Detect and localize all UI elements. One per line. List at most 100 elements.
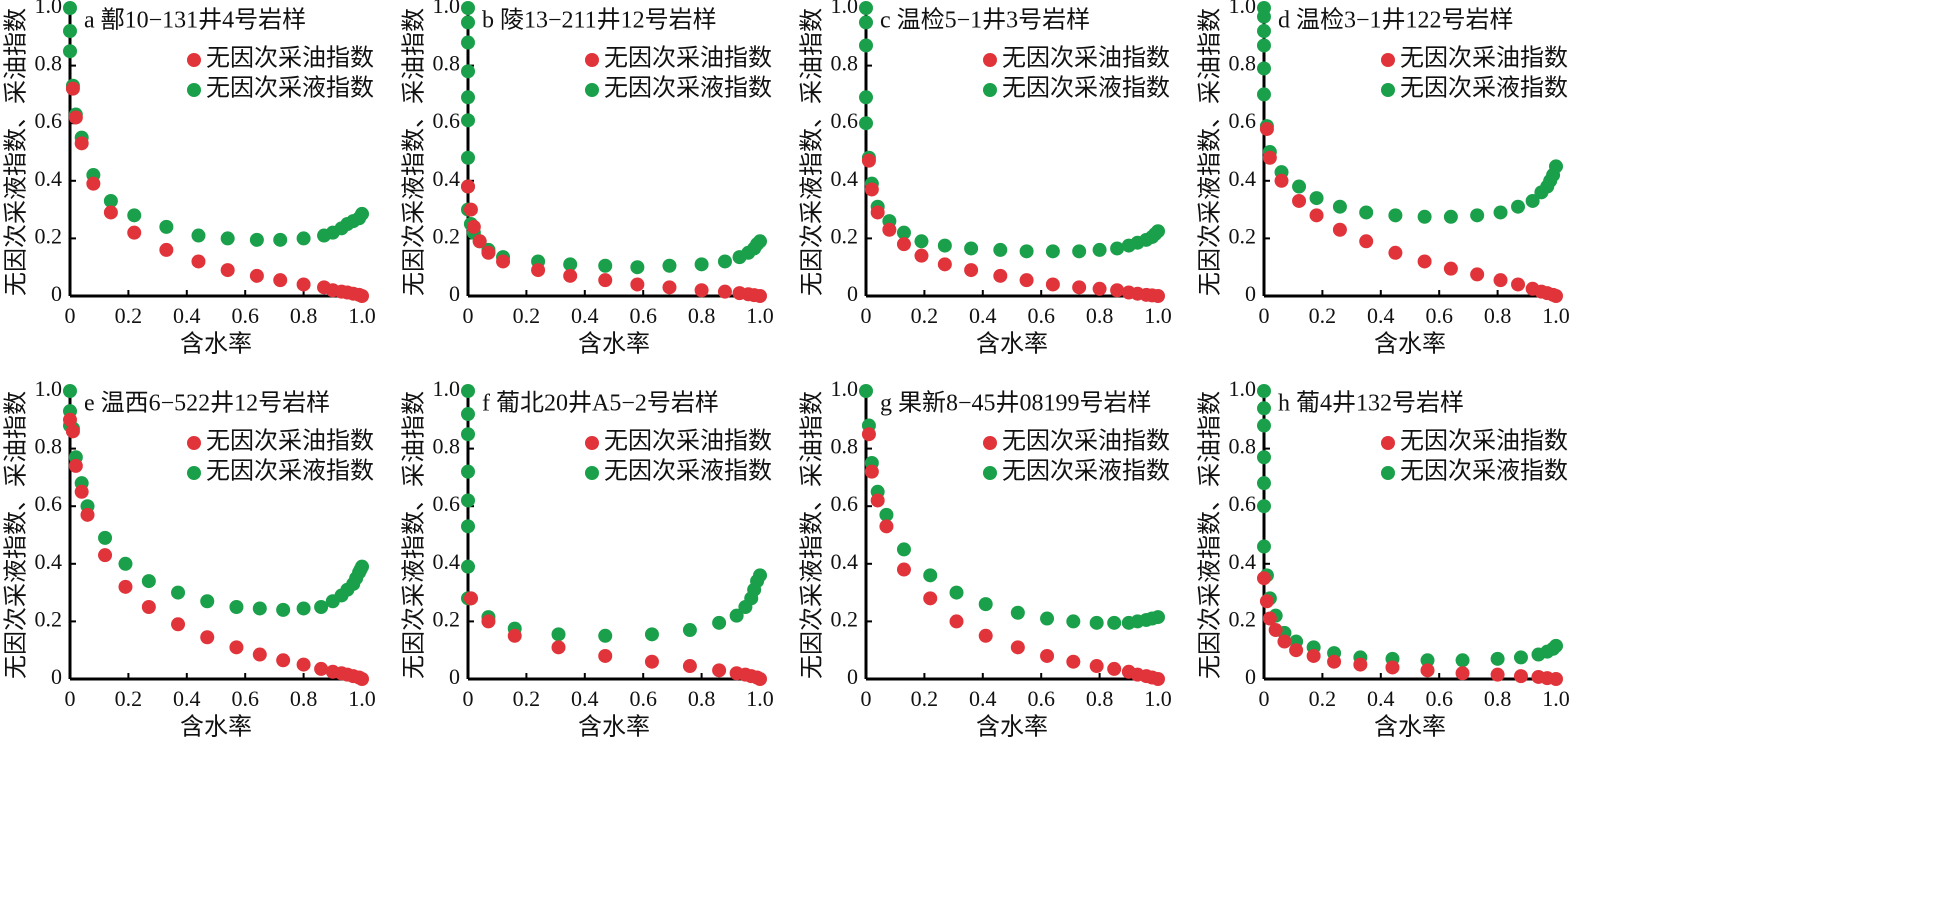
data-point [118, 556, 133, 571]
y-tick-label: 0.2 [1229, 606, 1257, 631]
x-tick-label: 0.6 [231, 303, 259, 328]
data-point [296, 231, 311, 246]
y-tick-label: 0.8 [433, 51, 461, 76]
data-point [461, 1, 475, 15]
data-point [896, 562, 911, 577]
legend-label: 无因次采液指数 [1002, 75, 1170, 102]
y-tick-label: 0.6 [35, 491, 63, 516]
data-point [1493, 273, 1508, 288]
data-point [461, 493, 475, 508]
data-point [682, 659, 697, 674]
data-point [171, 585, 186, 600]
y-tick-label: 0 [847, 281, 858, 306]
legend-label: 无因次采液指数 [206, 75, 374, 102]
data-point [1257, 450, 1271, 465]
data-point [461, 407, 475, 422]
data-point [141, 574, 156, 589]
y-tick-label: 0.2 [35, 223, 63, 248]
data-point [949, 614, 964, 629]
data-point [127, 208, 142, 223]
data-point [1306, 648, 1321, 663]
data-point [993, 268, 1008, 283]
y-axis-label: 无因次采液指数、采油指数 [799, 8, 826, 296]
x-axis-label: 含水率 [180, 331, 252, 358]
data-point [598, 648, 613, 663]
subplot-title: c 温检5−1井3号岩样 [880, 7, 1090, 34]
data-point [978, 597, 993, 612]
subplot: 0 0.2 0.4 0.6 0.8 1.0 0 0.2 0.4 0.6 0.8 1.0 含水率 无因次采液… [799, 376, 1172, 740]
x-tick-label: 1.0 [348, 686, 376, 711]
data-point [1259, 121, 1274, 136]
data-point [896, 542, 911, 557]
y-tick-label: 0 [1245, 664, 1256, 689]
data-point [461, 427, 475, 442]
data-point [1257, 401, 1271, 416]
data-point [1359, 234, 1374, 249]
data-point [63, 24, 77, 39]
y-tick-label: 0.6 [433, 108, 461, 133]
data-point [466, 219, 481, 234]
x-tick-label: 0.2 [1309, 303, 1337, 328]
y-tick-label: 0.8 [1229, 51, 1257, 76]
y-tick-label: 0.6 [433, 491, 461, 516]
y-tick-label: 1.0 [433, 0, 461, 18]
data-point [1417, 209, 1432, 224]
y-tick-label: 1.0 [35, 376, 63, 401]
legend-marker [1381, 466, 1395, 480]
data-point [1309, 191, 1324, 206]
subplot: 0 0.2 0.4 0.6 0.8 1.0 0 0.2 0.4 0.6 0.8 1.0 含水率 无因次采液… [401, 0, 774, 358]
y-tick-label: 1.0 [1229, 376, 1257, 401]
data-point [481, 245, 496, 260]
data-point [507, 628, 522, 643]
subplot-title: b 陵13−211井12号岩样 [482, 7, 717, 34]
data-point [1151, 672, 1165, 686]
data-point [141, 600, 156, 614]
data-point [978, 628, 993, 643]
y-tick-label: 1.0 [1229, 0, 1257, 18]
data-point [630, 260, 645, 275]
x-tick-label: 0.2 [911, 303, 939, 328]
y-tick-label: 0.8 [35, 51, 63, 76]
legend-label: 无因次采液指数 [604, 458, 772, 485]
y-tick-label: 0.8 [1229, 434, 1257, 459]
x-axis-label: 含水率 [578, 331, 650, 358]
y-tick-label: 0.4 [831, 549, 859, 574]
y-axis-label: 无因次采液指数、采油指数 [1197, 8, 1224, 296]
legend-marker [1381, 53, 1395, 67]
data-point [1417, 254, 1432, 269]
data-point [1257, 61, 1271, 76]
legend-marker [585, 83, 599, 97]
legend-label: 无因次采液指数 [1400, 75, 1568, 102]
data-point [276, 653, 291, 668]
data-point [200, 630, 215, 645]
data-point [1019, 244, 1034, 259]
x-tick-label: 1.0 [1144, 686, 1172, 711]
x-axis-label: 含水率 [578, 714, 650, 741]
data-point [937, 257, 952, 272]
data-point [252, 601, 267, 616]
data-point [1066, 614, 1081, 629]
data-point [463, 202, 478, 217]
data-point [1493, 205, 1508, 220]
data-point [461, 519, 475, 534]
data-point [879, 507, 894, 522]
y-tick-label: 0 [449, 281, 460, 306]
data-point [1443, 261, 1458, 276]
data-point [355, 206, 369, 221]
data-point [531, 263, 546, 278]
data-point [461, 179, 475, 194]
x-tick-label: 1.0 [1144, 303, 1172, 328]
x-tick-label: 0 [861, 303, 872, 328]
x-tick-label: 0.6 [1027, 686, 1055, 711]
data-point [68, 110, 83, 125]
data-point [870, 493, 885, 508]
y-tick-label: 0 [1245, 281, 1256, 306]
x-tick-label: 0.2 [911, 686, 939, 711]
data-point [296, 601, 311, 616]
y-tick-label: 0.6 [831, 491, 859, 516]
subplot: 0 0.2 0.4 0.6 0.8 1.0 0 0.2 0.4 0.6 0.8 1.0 含水率 无因次采液… [3, 376, 376, 740]
data-point [1359, 205, 1374, 220]
data-point [712, 615, 727, 630]
x-tick-label: 0 [65, 686, 76, 711]
data-point [1257, 38, 1271, 53]
